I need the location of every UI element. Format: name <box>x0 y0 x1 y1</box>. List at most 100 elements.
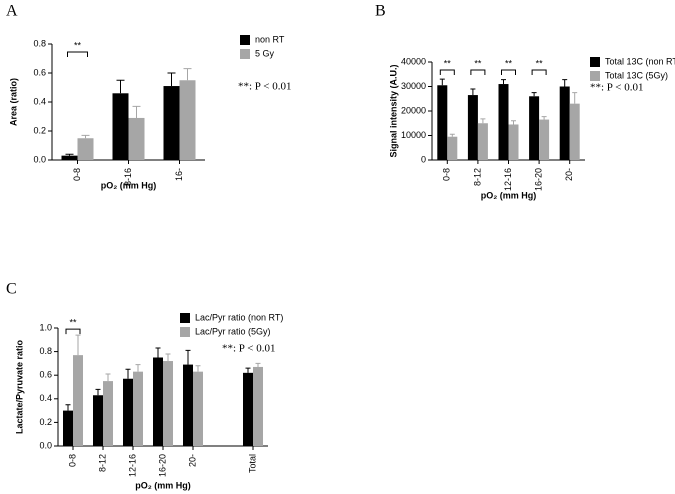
x-axis-title: pO₂ (mm Hg) <box>135 480 191 490</box>
error-bar <box>439 78 445 86</box>
y-tick-label: 0.6 <box>33 67 46 77</box>
significance-bracket <box>67 51 88 57</box>
y-tick-label: 0.8 <box>39 346 52 356</box>
error-bar <box>470 88 476 96</box>
bar <box>123 378 133 446</box>
error-bar <box>125 368 131 379</box>
panel-label: B <box>375 3 386 20</box>
error-bar <box>562 79 568 87</box>
significance-label: ** <box>444 58 452 68</box>
legend-swatch <box>590 57 600 67</box>
y-tick-label: 0.8 <box>33 38 46 48</box>
x-tick-label: 12-16 <box>503 168 513 191</box>
bar <box>73 355 83 446</box>
significance-bracket <box>531 69 547 75</box>
error-bar <box>572 92 578 104</box>
x-tick-label: 0-8 <box>442 168 452 181</box>
bar <box>559 86 570 160</box>
significance-bracket <box>501 69 516 75</box>
y-tick-label: 40000 <box>401 56 426 66</box>
bar <box>63 410 73 446</box>
bar <box>133 371 143 446</box>
y-axis-title: Signal intensity (A.U.) <box>388 64 398 157</box>
error-bar <box>95 388 101 396</box>
error-bar <box>105 373 111 382</box>
x-tick-label: 20- <box>187 454 197 467</box>
x-tick-label: 0-8 <box>72 168 82 181</box>
y-tick-label: 10000 <box>401 130 426 140</box>
bar <box>103 381 113 446</box>
error-bar <box>511 120 516 125</box>
significance-label: ** <box>69 317 77 327</box>
significance-bracket <box>470 69 486 75</box>
legend-swatch <box>180 327 190 337</box>
legend-swatch <box>240 35 250 45</box>
x-tick-label: 8-16 <box>123 168 133 186</box>
bar <box>183 364 193 446</box>
bar <box>163 86 180 160</box>
error-bar <box>165 353 171 362</box>
y-tick-label: 0.0 <box>39 440 52 450</box>
error-bar <box>65 153 74 156</box>
x-tick-label: 8-12 <box>472 168 482 186</box>
error-bar <box>541 116 547 120</box>
error-bar <box>65 404 71 411</box>
y-tick-label: 1.0 <box>39 322 52 332</box>
bar <box>93 395 103 446</box>
y-tick-label: 0.4 <box>33 96 46 106</box>
y-tick-label: 0.4 <box>39 393 52 403</box>
legend-label: Total 13C (non RT) <box>605 56 675 66</box>
panel-label: A <box>6 3 18 20</box>
y-tick-label: 0 <box>421 154 426 164</box>
bar <box>253 366 263 446</box>
error-bar <box>81 134 90 139</box>
y-tick-label: 30000 <box>401 81 426 91</box>
significance-bracket <box>439 69 455 75</box>
error-bar <box>155 347 161 358</box>
error-bar <box>245 367 251 373</box>
legend-swatch <box>240 49 250 59</box>
x-tick-label: 0-8 <box>67 454 77 467</box>
annotation: **: P < 0.01 <box>222 343 275 355</box>
y-axis-title: Lactate/Pyruvate ratio <box>14 339 24 434</box>
legend-label: Lac/Pyr ratio (non RT) <box>195 312 283 322</box>
bar <box>508 124 519 160</box>
bar <box>128 117 145 160</box>
bar <box>447 136 458 160</box>
error-bar <box>132 105 141 118</box>
bar <box>163 361 173 446</box>
significance-label: ** <box>74 40 82 50</box>
y-tick-label: 0.2 <box>33 125 46 135</box>
error-bar <box>167 72 176 87</box>
x-axis-title: pO₂ (mm Hg) <box>481 190 537 200</box>
bar <box>437 85 448 160</box>
x-tick-label: 16- <box>174 168 184 181</box>
x-tick-label: 16-20 <box>157 454 167 477</box>
y-tick-label: 0.0 <box>33 154 46 164</box>
annotation: **: P < 0.01 <box>590 82 643 94</box>
x-tick-label: 16-20 <box>533 168 543 191</box>
annotation: **: P < 0.01 <box>238 81 291 93</box>
y-tick-label: 20000 <box>401 105 426 115</box>
y-axis-title: Area (ratio) <box>8 78 18 126</box>
legend-swatch <box>180 313 190 323</box>
bar <box>569 103 580 160</box>
legend-swatch <box>590 71 600 81</box>
significance-label: ** <box>505 58 513 68</box>
legend-label: 5 Gy <box>255 48 275 58</box>
bar <box>467 95 478 160</box>
error-bar <box>195 365 201 372</box>
bar <box>477 123 488 160</box>
bar <box>112 93 129 160</box>
error-bar <box>501 79 506 85</box>
bar <box>529 96 540 160</box>
x-axis-title: pO₂ (mm Hg) <box>101 180 157 190</box>
error-bar <box>116 79 125 94</box>
bar <box>77 138 94 160</box>
bar <box>179 80 196 160</box>
x-tick-label: 20- <box>564 168 574 181</box>
x-tick-label: Total <box>247 454 257 473</box>
error-bar <box>255 362 261 367</box>
error-bar <box>531 92 537 97</box>
bar <box>539 119 550 160</box>
